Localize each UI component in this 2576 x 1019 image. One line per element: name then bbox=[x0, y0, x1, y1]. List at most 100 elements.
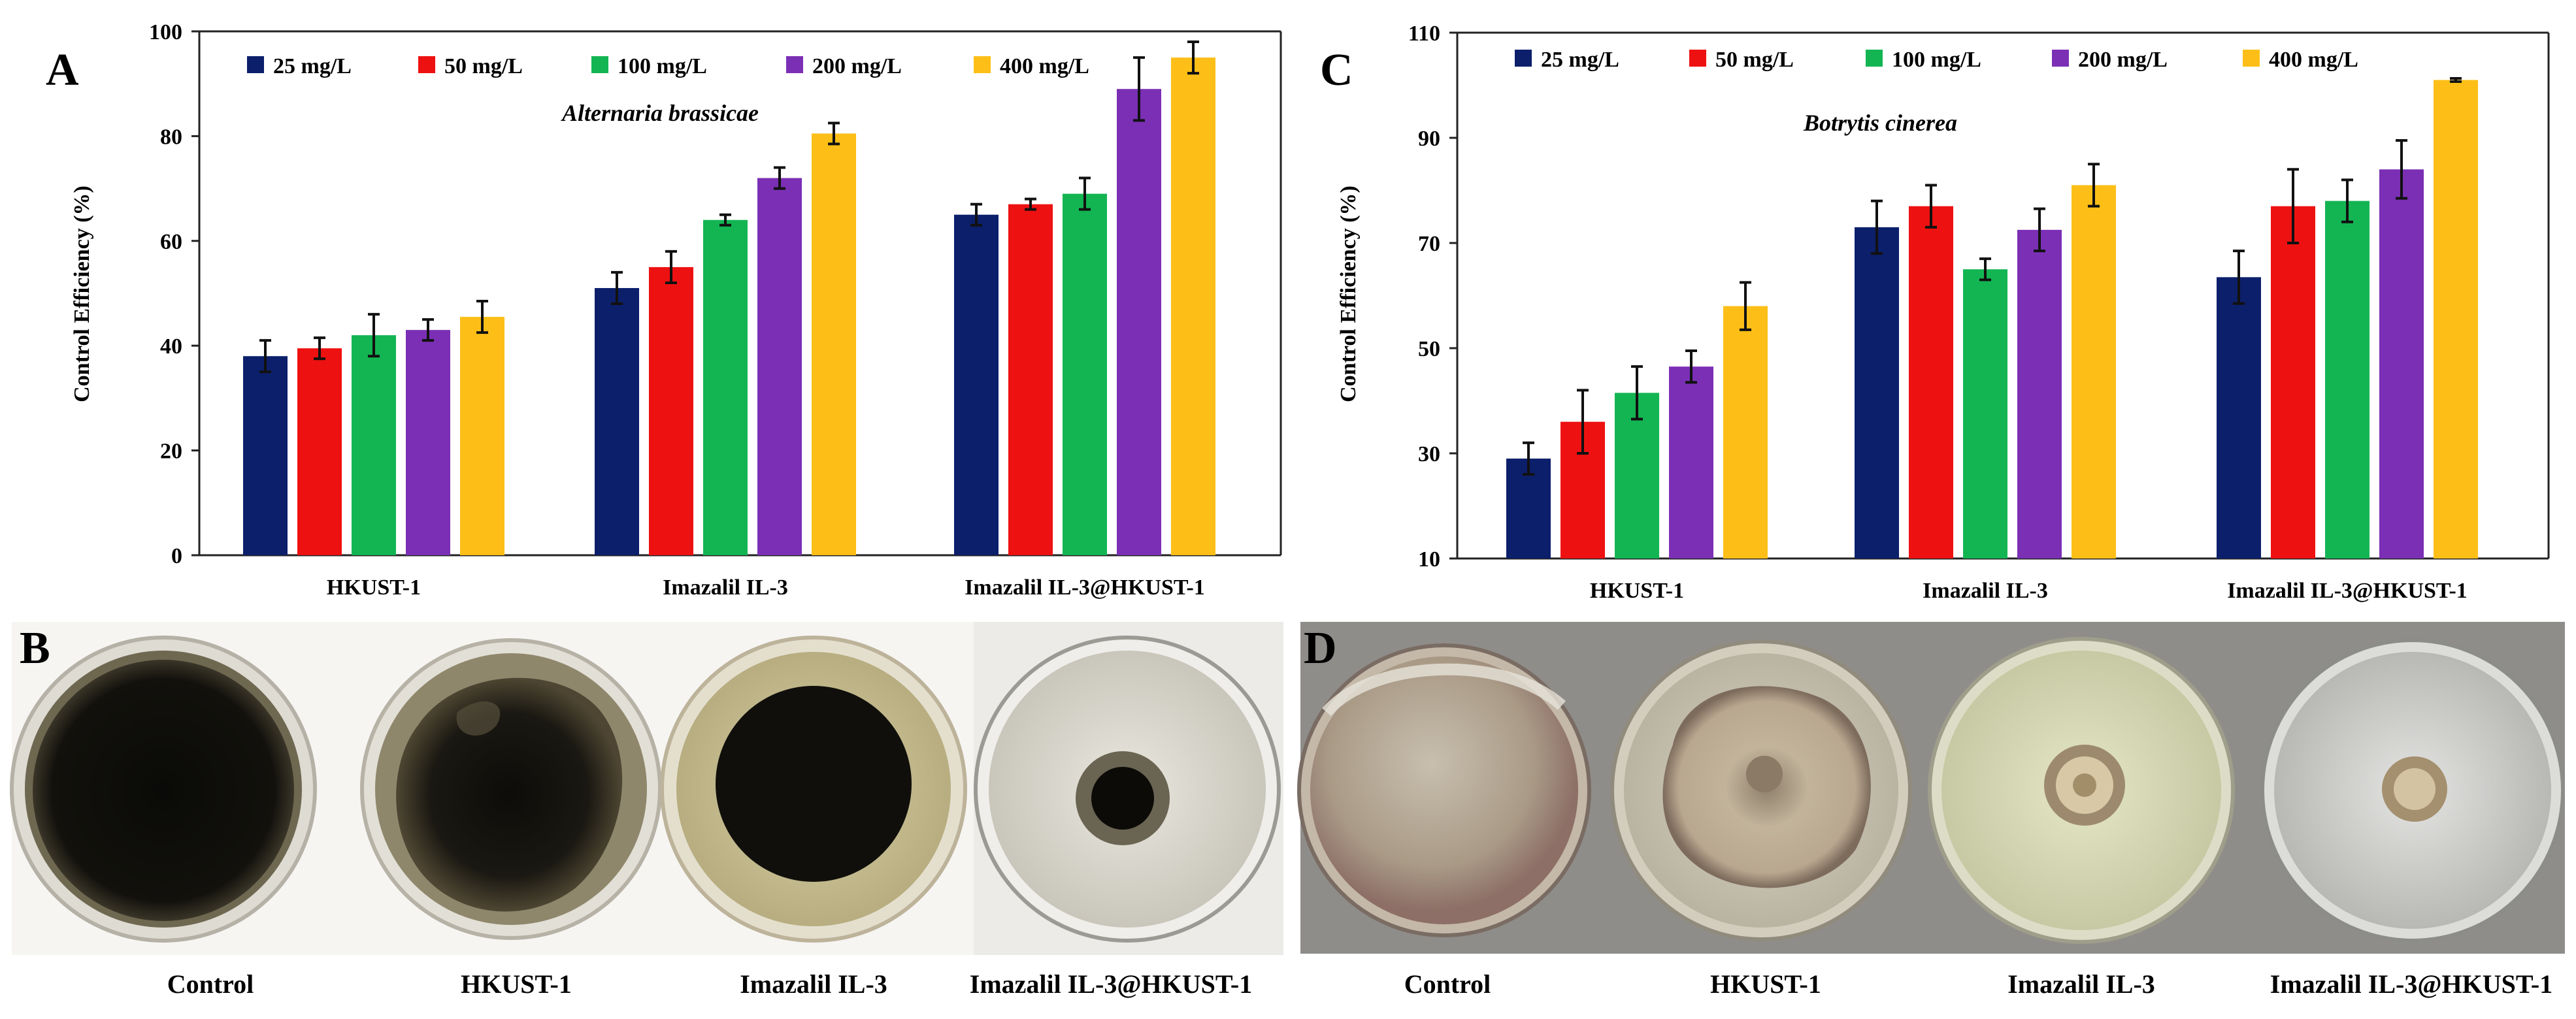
chart-c: C Control Efficiency (%) 10 30 50 70 90 110 H… bbox=[1320, 22, 2550, 603]
y-tick-label: 30 bbox=[1418, 442, 1440, 466]
bar-100mgl-0 bbox=[352, 335, 396, 555]
photo-caption: Imazalil IL-3 bbox=[2007, 969, 2155, 999]
bar-200mgl-0 bbox=[1669, 366, 1713, 558]
y-tick-label: 60 bbox=[160, 230, 182, 254]
legend-swatch bbox=[2052, 50, 2069, 67]
bar-400mgl-1 bbox=[2072, 185, 2116, 558]
y-axis-label-c: Control Efficiency (%) bbox=[1336, 186, 1361, 402]
x-tick-label: HKUST-1 bbox=[1590, 579, 1684, 603]
bar-25mgl-2 bbox=[2217, 277, 2261, 558]
bar-400mgl-2 bbox=[1171, 57, 1215, 556]
photo-caption: Imazalil IL-3 bbox=[740, 969, 887, 999]
y-tick-label: 100 bbox=[149, 20, 182, 44]
legend-swatch bbox=[1689, 50, 1706, 67]
bar-50mgl-2 bbox=[2271, 206, 2315, 558]
legend-swatch bbox=[247, 56, 264, 73]
y-tick-label: 0 bbox=[171, 544, 182, 568]
legend-swatch bbox=[786, 56, 803, 73]
legend-entry: 50 mg/L bbox=[1715, 48, 1794, 72]
legend-swatch bbox=[1866, 50, 1883, 67]
petri-dish-il3-hkust-d bbox=[2260, 638, 2565, 943]
bar-400mgl-2 bbox=[2434, 80, 2478, 558]
petri-dish-il3-d bbox=[1928, 637, 2235, 944]
bar-25mgl-0 bbox=[243, 356, 288, 555]
petri-dish-control-d bbox=[1297, 643, 1591, 937]
y-tick-label: 70 bbox=[1418, 232, 1440, 256]
panel-label-d: D bbox=[1304, 623, 1337, 673]
bar-200mgl-0 bbox=[406, 330, 450, 555]
y-tick-label: 80 bbox=[160, 125, 182, 149]
legend-entry: 100 mg/L bbox=[618, 54, 707, 78]
legend-swatch bbox=[418, 56, 435, 73]
photo-caption: HKUST-1 bbox=[1710, 969, 1821, 999]
legend-swatch bbox=[591, 56, 608, 73]
y-axis-label-a: Control Efficiency (%) bbox=[70, 186, 94, 402]
y-tick-label: 110 bbox=[1408, 22, 1440, 46]
y-tick-label: 40 bbox=[160, 334, 182, 359]
x-tick-label: Imazalil IL-3@HKUST-1 bbox=[2227, 579, 2468, 603]
x-tick-labels-c: HKUST-1 Imazalil IL-3 Imazalil IL-3@HKUST-… bbox=[1590, 579, 2468, 603]
photo-caption: Control bbox=[1404, 969, 1491, 999]
photo-panel-d: D Control HKUST-1 Imazalil IL-3 Imazalil IL… bbox=[1297, 622, 2565, 999]
petri-dish-control-b bbox=[10, 636, 317, 943]
bar-25mgl-1 bbox=[595, 287, 639, 555]
bar-50mgl-2 bbox=[1008, 204, 1053, 555]
legend-entry: 50 mg/L bbox=[444, 54, 523, 78]
chart-a: A Control Efficiency (%) 0 20 40 60 80 100 HK… bbox=[46, 20, 1282, 600]
legend-entry: 400 mg/L bbox=[2269, 48, 2358, 72]
bars-a bbox=[243, 40, 1215, 556]
x-tick-label: Imazalil IL-3 bbox=[663, 575, 788, 600]
y-ticks-c: 10 30 50 70 90 110 bbox=[1408, 22, 1457, 572]
panel-label-b: B bbox=[20, 623, 50, 673]
photo-caption: Imazalil IL-3@HKUST-1 bbox=[2270, 969, 2552, 999]
bar-200mgl-1 bbox=[2017, 229, 2062, 558]
bar-50mgl-1 bbox=[649, 267, 693, 555]
y-tick-label: 90 bbox=[1418, 127, 1440, 151]
photo-caption: HKUST-1 bbox=[461, 969, 572, 999]
legend-entry: 25 mg/L bbox=[1541, 48, 1619, 72]
bars-c bbox=[1506, 77, 2478, 559]
legend-swatch bbox=[1515, 50, 1532, 67]
y-tick-label: 50 bbox=[1418, 337, 1440, 361]
bar-200mgl-1 bbox=[757, 178, 802, 555]
photo-panel-b: B Control HKUST-1 Imazalil IL-3 Imazalil IL… bbox=[10, 622, 1283, 999]
captions-d: Control HKUST-1 Imazalil IL-3 Imazalil IL-3… bbox=[1404, 969, 2553, 999]
photo-caption: Imazalil IL-3@HKUST-1 bbox=[970, 969, 1252, 999]
bar-100mgl-1 bbox=[1963, 269, 2007, 558]
legend-entry: 100 mg/L bbox=[1892, 48, 1981, 72]
photo-caption: Control bbox=[167, 969, 254, 999]
bar-200mgl-2 bbox=[2379, 169, 2424, 558]
legend-entry: 25 mg/L bbox=[273, 54, 352, 78]
petri-dish-hkust-b bbox=[360, 638, 662, 940]
x-tick-labels-a: HKUST-1 Imazalil IL-3 Imazalil IL-3@HKUST-… bbox=[327, 575, 1205, 600]
x-tick-label: Imazalil IL-3@HKUST-1 bbox=[965, 575, 1205, 600]
x-tick-label: HKUST-1 bbox=[327, 575, 421, 600]
legend-c: 25 mg/L 50 mg/L 100 mg/L 200 mg/L 400 mg/L bbox=[1515, 48, 2358, 72]
x-tick-label: Imazalil IL-3 bbox=[1923, 579, 2048, 603]
bar-50mgl-1 bbox=[1909, 206, 1953, 558]
bar-200mgl-2 bbox=[1117, 89, 1161, 556]
bar-25mgl-2 bbox=[954, 214, 999, 555]
bar-25mgl-1 bbox=[1855, 227, 1899, 558]
y-tick-label: 10 bbox=[1418, 547, 1440, 572]
bar-400mgl-0 bbox=[460, 317, 504, 555]
species-annotation-a: Alternaria brassicae bbox=[561, 100, 759, 126]
petri-dish-il3-hkust-b bbox=[974, 636, 1281, 943]
bar-100mgl-0 bbox=[1615, 393, 1659, 558]
bar-100mgl-1 bbox=[703, 219, 748, 556]
bar-100mgl-2 bbox=[2325, 201, 2370, 559]
legend-entry: 200 mg/L bbox=[812, 54, 902, 78]
species-annotation-c: Botrytis cinerea bbox=[1803, 110, 1957, 136]
legend-swatch bbox=[974, 56, 991, 73]
bar-50mgl-0 bbox=[297, 348, 342, 555]
y-ticks-a: 0 20 40 60 80 100 bbox=[149, 20, 199, 568]
panel-label-c: C bbox=[1320, 45, 1353, 95]
legend-a: 25 mg/L 50 mg/L 100 mg/L 200 mg/L 400 mg/L bbox=[247, 54, 1089, 78]
legend-entry: 400 mg/L bbox=[1000, 54, 1089, 78]
bar-400mgl-1 bbox=[812, 133, 856, 555]
legend-entry: 200 mg/L bbox=[2078, 48, 2168, 72]
captions-b: Control HKUST-1 Imazalil IL-3 Imazalil IL-3… bbox=[167, 969, 1253, 999]
legend-swatch bbox=[2243, 50, 2260, 67]
bar-100mgl-2 bbox=[1063, 193, 1107, 555]
